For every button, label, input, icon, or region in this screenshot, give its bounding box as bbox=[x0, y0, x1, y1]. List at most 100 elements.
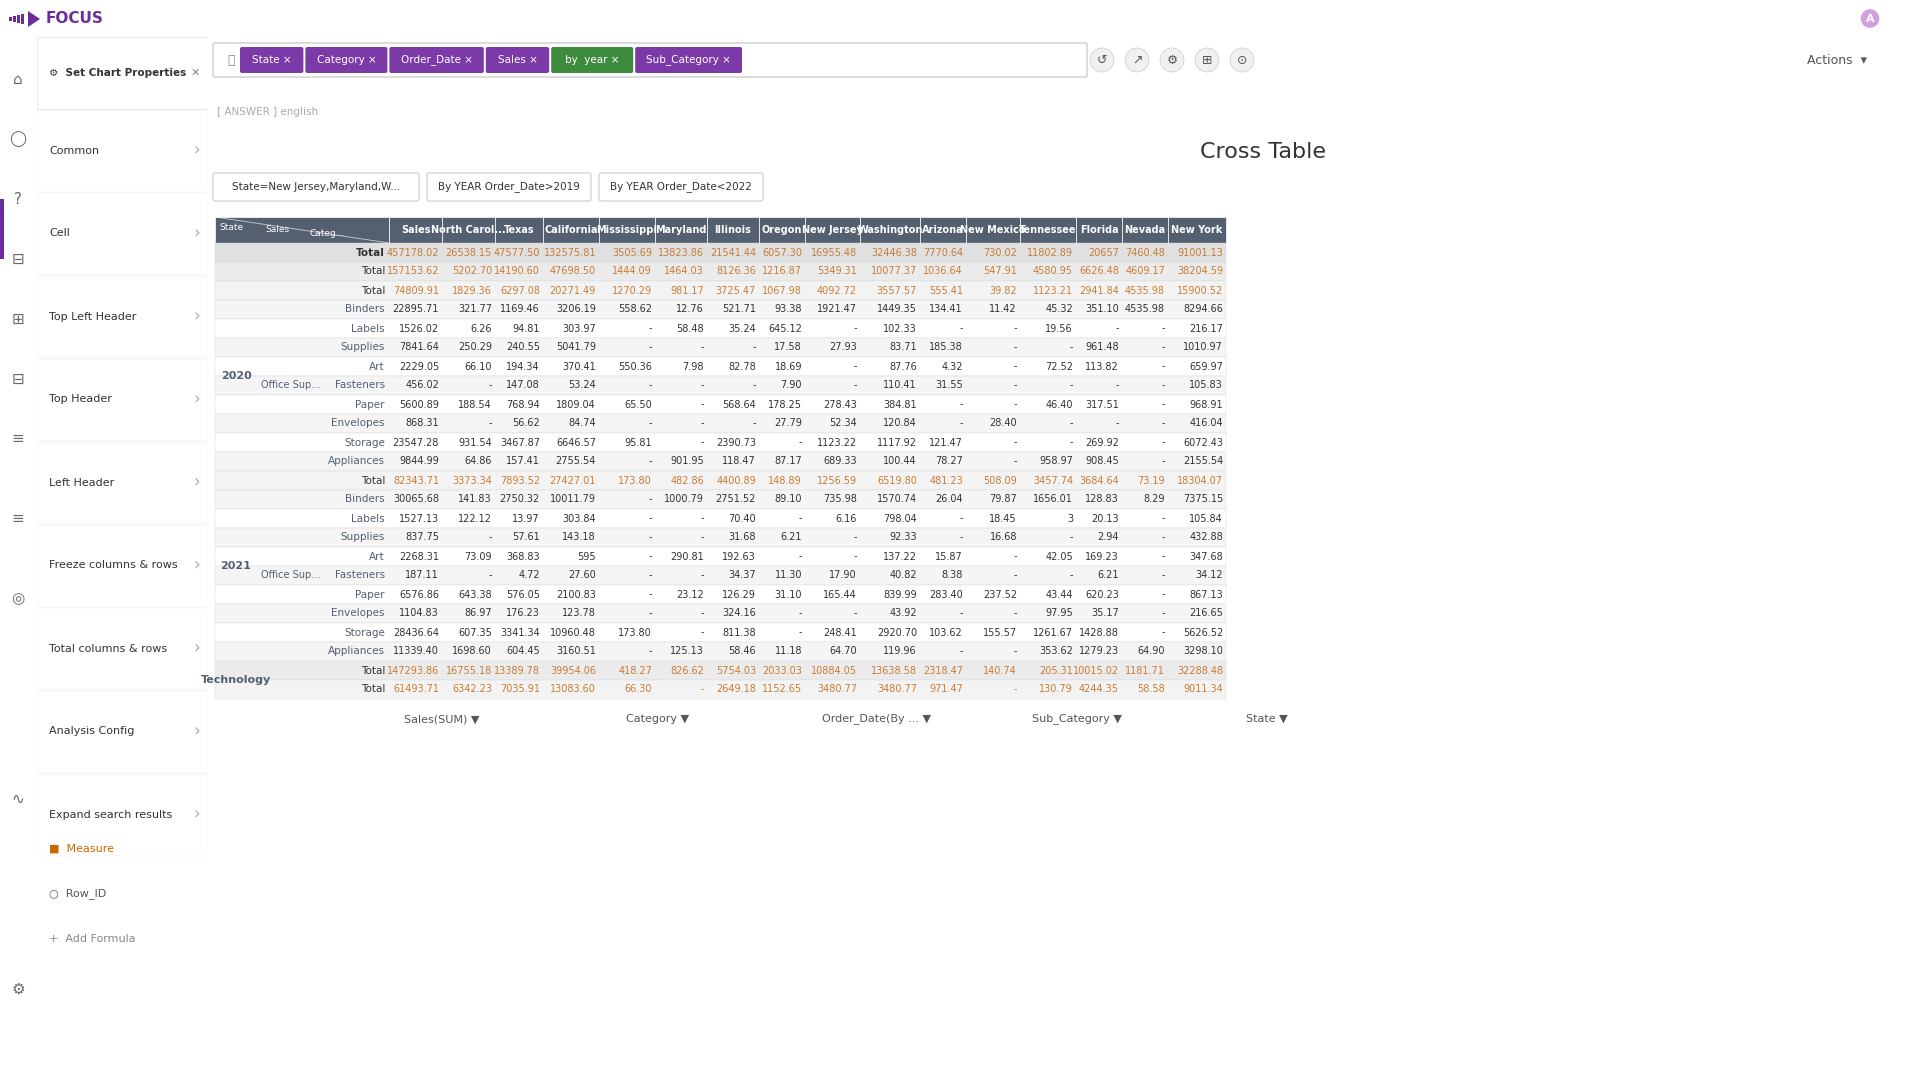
Bar bbox=[36, 774, 207, 856]
Text: -: - bbox=[1014, 324, 1018, 333]
Text: 1152.65: 1152.65 bbox=[762, 684, 803, 695]
Text: 6057.30: 6057.30 bbox=[762, 247, 803, 258]
Text: 110.41: 110.41 bbox=[883, 381, 918, 391]
Text: Category ×: Category × bbox=[317, 55, 376, 65]
Text: 6576.86: 6576.86 bbox=[399, 589, 440, 600]
Text: New Jersey: New Jersey bbox=[803, 226, 862, 235]
Text: 2268.31: 2268.31 bbox=[399, 551, 440, 561]
Text: 2021: 2021 bbox=[221, 561, 252, 571]
Text: 11802.89: 11802.89 bbox=[1027, 247, 1073, 258]
Text: 5349.31: 5349.31 bbox=[818, 267, 856, 276]
Text: 811.38: 811.38 bbox=[722, 628, 756, 638]
Text: -: - bbox=[1014, 437, 1018, 448]
Text: 23.12: 23.12 bbox=[676, 589, 705, 600]
Text: -: - bbox=[799, 551, 803, 561]
Text: 4580.95: 4580.95 bbox=[1033, 267, 1073, 276]
Text: 82.78: 82.78 bbox=[728, 361, 756, 371]
Text: -: - bbox=[854, 381, 856, 391]
Text: 2920.70: 2920.70 bbox=[877, 628, 918, 638]
Text: 456.02: 456.02 bbox=[405, 381, 440, 391]
Text: 971.47: 971.47 bbox=[929, 684, 964, 695]
Text: ↺: ↺ bbox=[1096, 54, 1108, 67]
Text: -: - bbox=[1162, 381, 1165, 391]
Bar bbox=[36, 691, 207, 773]
Text: 141.83: 141.83 bbox=[459, 494, 492, 505]
Text: -: - bbox=[1162, 342, 1165, 353]
Bar bbox=[1020, 217, 1075, 243]
Text: 1526.02: 1526.02 bbox=[399, 324, 440, 333]
Text: 3480.77: 3480.77 bbox=[818, 684, 856, 695]
Text: 7770.64: 7770.64 bbox=[924, 247, 964, 258]
Text: -: - bbox=[701, 571, 705, 581]
Text: -: - bbox=[649, 494, 653, 505]
Text: 148.89: 148.89 bbox=[768, 476, 803, 486]
Text: 1123.22: 1123.22 bbox=[816, 437, 856, 448]
Text: Sales(SUM) ▼: Sales(SUM) ▼ bbox=[405, 714, 480, 724]
Text: 418.27: 418.27 bbox=[618, 666, 653, 675]
Text: 867.13: 867.13 bbox=[1188, 589, 1223, 600]
Text: 11339.40: 11339.40 bbox=[394, 646, 440, 656]
Bar bbox=[215, 661, 1227, 680]
Text: Envelopes: Envelopes bbox=[332, 609, 386, 618]
Text: -: - bbox=[649, 609, 653, 618]
Text: -: - bbox=[1069, 381, 1073, 391]
Text: -: - bbox=[488, 419, 492, 428]
Text: Order_Date(By ... ▼: Order_Date(By ... ▼ bbox=[822, 713, 931, 724]
Text: 83.71: 83.71 bbox=[889, 342, 918, 353]
Text: 87.76: 87.76 bbox=[889, 361, 918, 371]
Text: Paper: Paper bbox=[355, 399, 386, 410]
Text: 2755.54: 2755.54 bbox=[555, 456, 595, 466]
Text: Categ...: Categ... bbox=[309, 229, 346, 238]
Text: 868.31: 868.31 bbox=[405, 419, 440, 428]
Text: 16.68: 16.68 bbox=[989, 533, 1018, 543]
FancyBboxPatch shape bbox=[213, 43, 1087, 77]
Text: 42.05: 42.05 bbox=[1044, 551, 1073, 561]
Text: California: California bbox=[543, 226, 597, 235]
Text: Total: Total bbox=[361, 267, 386, 276]
Text: 105.83: 105.83 bbox=[1188, 381, 1223, 391]
Text: Total: Total bbox=[361, 666, 386, 675]
Text: 5754.03: 5754.03 bbox=[716, 666, 756, 675]
Text: 2318.47: 2318.47 bbox=[924, 666, 964, 675]
Bar bbox=[36, 525, 207, 607]
Text: -: - bbox=[649, 589, 653, 600]
Bar bbox=[804, 217, 860, 243]
Text: 39.82: 39.82 bbox=[989, 286, 1018, 296]
Text: ›: › bbox=[194, 640, 200, 657]
Text: -: - bbox=[701, 609, 705, 618]
Text: -: - bbox=[854, 361, 856, 371]
Text: 102.33: 102.33 bbox=[883, 324, 918, 333]
Text: Appliances: Appliances bbox=[328, 646, 386, 656]
Text: 368.83: 368.83 bbox=[507, 551, 540, 561]
Text: 17.90: 17.90 bbox=[829, 571, 856, 581]
Text: 97.95: 97.95 bbox=[1044, 609, 1073, 618]
Text: 47577.50: 47577.50 bbox=[493, 247, 540, 258]
Text: -: - bbox=[701, 399, 705, 410]
Text: -: - bbox=[1162, 514, 1165, 523]
Text: 28.40: 28.40 bbox=[989, 419, 1018, 428]
Text: By YEAR Order_Date<2022: By YEAR Order_Date<2022 bbox=[611, 181, 753, 192]
Text: Illinois: Illinois bbox=[714, 226, 751, 235]
Text: 5041.79: 5041.79 bbox=[557, 342, 595, 353]
Text: ◯: ◯ bbox=[10, 131, 27, 147]
Text: Mississippi: Mississippi bbox=[597, 226, 657, 235]
Text: 176.23: 176.23 bbox=[507, 609, 540, 618]
Text: 7893.52: 7893.52 bbox=[499, 476, 540, 486]
Text: 134.41: 134.41 bbox=[929, 304, 964, 314]
Text: Category ▼: Category ▼ bbox=[626, 714, 689, 724]
Text: -: - bbox=[1162, 399, 1165, 410]
Text: -: - bbox=[799, 628, 803, 638]
Text: 4535.98: 4535.98 bbox=[1125, 286, 1165, 296]
Text: -: - bbox=[1014, 399, 1018, 410]
Bar bbox=[215, 319, 1227, 338]
Text: 3684.64: 3684.64 bbox=[1079, 476, 1119, 486]
Text: 968.91: 968.91 bbox=[1188, 399, 1223, 410]
Text: -: - bbox=[854, 551, 856, 561]
Text: 121.47: 121.47 bbox=[929, 437, 964, 448]
Text: 6.21: 6.21 bbox=[781, 533, 803, 543]
Text: 10077.37: 10077.37 bbox=[872, 267, 918, 276]
Text: 35.17: 35.17 bbox=[1091, 609, 1119, 618]
Text: -: - bbox=[1014, 361, 1018, 371]
Text: Arizona: Arizona bbox=[922, 226, 964, 235]
Text: 27.79: 27.79 bbox=[774, 419, 803, 428]
